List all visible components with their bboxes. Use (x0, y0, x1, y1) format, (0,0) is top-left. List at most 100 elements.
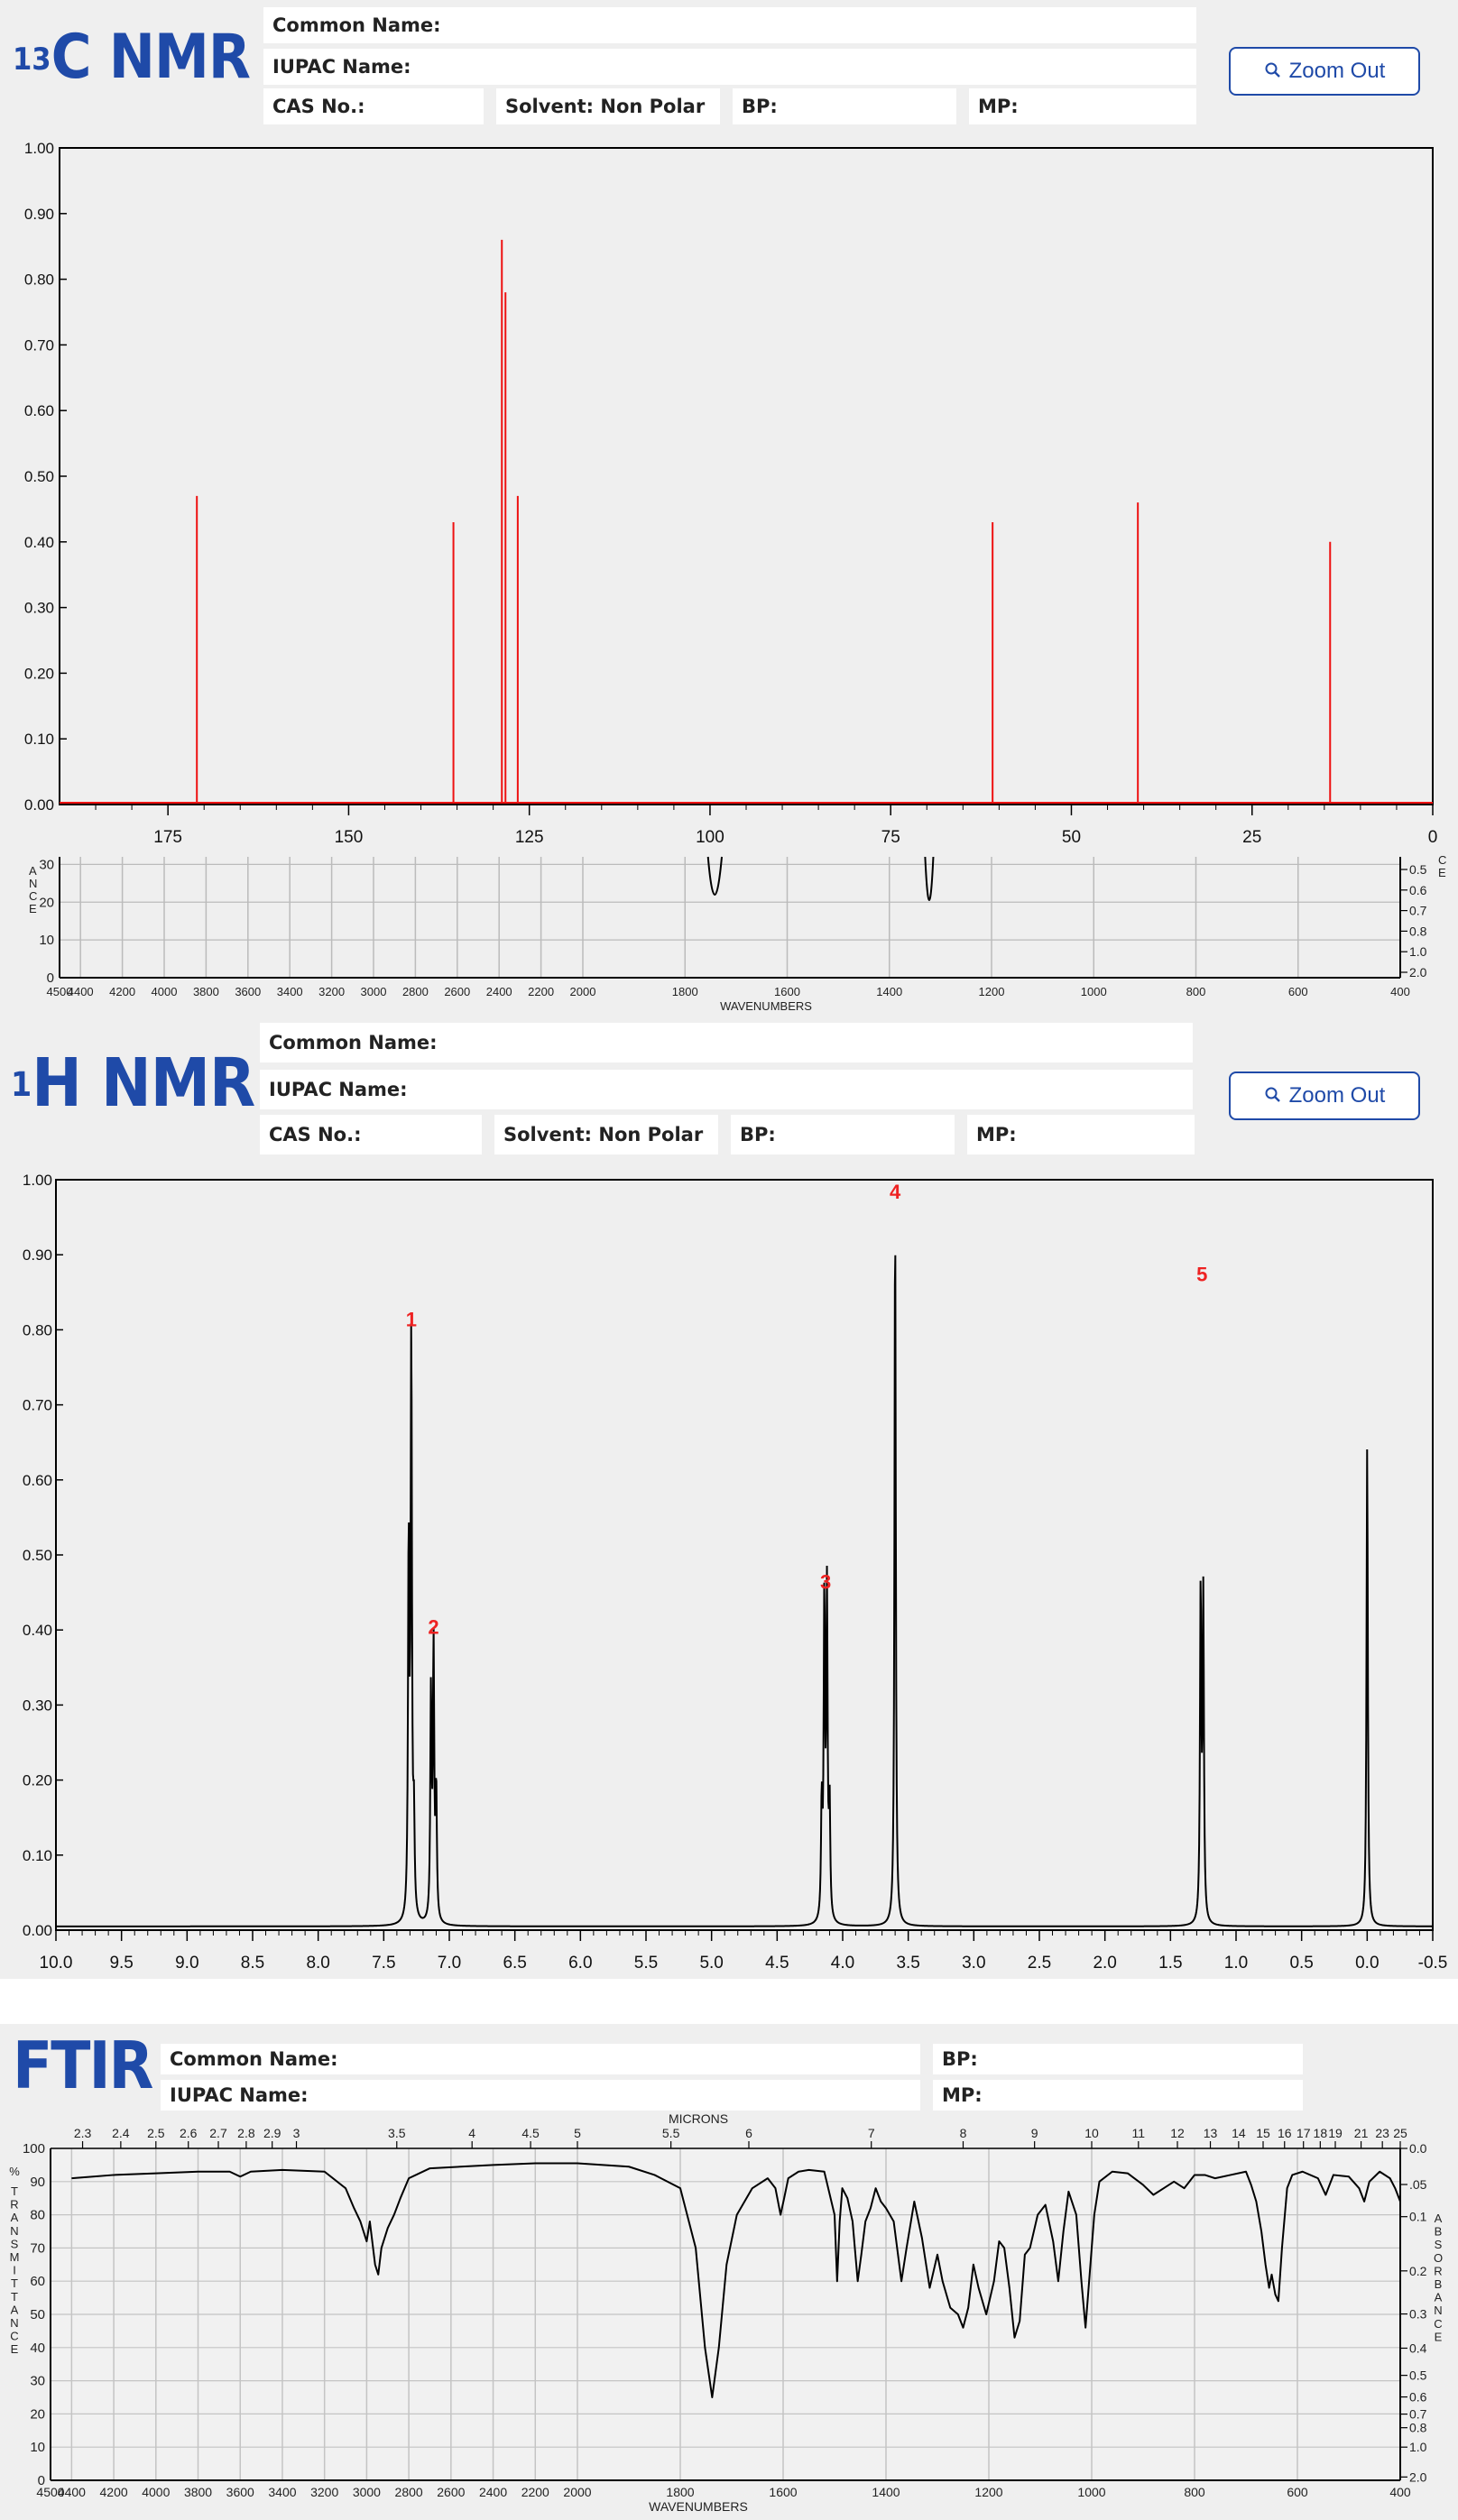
c13-y-tick-label: 0.50 (24, 468, 54, 485)
ftir-common-name-field[interactable]: Common Name: (161, 2044, 920, 2074)
c13-nmr-title: 13C NMR (13, 22, 251, 94)
h1-y-tick-label: 0.30 (23, 1697, 52, 1714)
ftir-iupac-name-field[interactable]: IUPAC Name: (161, 2080, 920, 2111)
ftir-micron-label: 2.8 (237, 2126, 255, 2140)
ftir-x-tick-label: 1000 (1077, 2485, 1105, 2499)
ftir-absorbance-label: 0.7 (1409, 2407, 1427, 2422)
h1-x-tick-label: 10.0 (40, 1954, 73, 1973)
h1-solvent-field[interactable]: Solvent: Non Polar (494, 1115, 718, 1154)
ftir-micron-label: 6 (745, 2126, 752, 2140)
ftir-micron-label: 4 (468, 2126, 475, 2140)
h1-x-tick-label: 0.0 (1355, 1954, 1379, 1973)
ftir-y-tick-label: 20 (30, 2406, 45, 2422)
ftir-absorbance-label: 1.0 (1409, 2440, 1427, 2454)
ir-strip-x-label: 3000 (361, 985, 387, 998)
h1-y-tick-label: 0.00 (23, 1922, 52, 1939)
h1-nmr-title: 1H NMR (11, 1044, 255, 1122)
ftir-microns-label: MICRONS (669, 2111, 728, 2126)
ftir-x-tick-label: 4500 (36, 2485, 64, 2499)
h1-x-tick-label: 3.0 (962, 1954, 985, 1973)
ftir-bp-field[interactable]: BP: (933, 2044, 1303, 2074)
ftir-x-tick-label: 3800 (184, 2485, 212, 2499)
ftir-micron-label: 2.7 (209, 2126, 227, 2140)
h1-iupac-name-field[interactable]: IUPAC Name: (260, 1070, 1193, 1109)
ir-strip-x-label: 1400 (876, 985, 902, 998)
ftir-y-tick-label: 10 (30, 2440, 45, 2455)
h1-zoom-out-button[interactable]: Zoom Out (1229, 1071, 1420, 1120)
h1-x-tick-label: 6.0 (568, 1954, 592, 1973)
h1-plot-area (55, 1179, 1434, 1931)
ftir-absorbance-label: 0.8 (1409, 2421, 1427, 2435)
ir-strip-right-label: 1.0 (1409, 944, 1427, 959)
c13-zoom-out-label: Zoom Out (1288, 59, 1386, 83)
ftir-x-tick-label: 400 (1389, 2485, 1411, 2499)
h1-x-tick-label: 8.0 (306, 1954, 329, 1973)
ir-strip-right-label: 0.6 (1409, 883, 1427, 897)
c13-x-tick-label: 0 (1428, 828, 1438, 847)
ftir-y-tick-label: 40 (30, 2341, 45, 2356)
ftir-x-tick-label: 3000 (353, 2485, 381, 2499)
ir-strip-area (60, 857, 1400, 978)
ftir-x-tick-label: 1800 (666, 2485, 694, 2499)
ftir-y-tick-label: 60 (30, 2274, 45, 2289)
h1-x-tick-label: 6.5 (503, 1954, 526, 1973)
ir-strip-y-label: 0 (47, 970, 54, 986)
ftir-y-tick-label: 30 (30, 2374, 45, 2389)
h1-x-tick-label: 3.5 (896, 1954, 919, 1973)
c13-mp-field[interactable]: MP: (969, 88, 1196, 124)
c13-y-tick-label: 1.00 (24, 140, 54, 157)
ftir-x-tick-label: 1600 (769, 2485, 797, 2499)
h1-x-tick-label: 1.5 (1158, 1954, 1182, 1973)
ftir-micron-label: 2.4 (112, 2126, 130, 2140)
h1-x-tick-label: 1.0 (1224, 1954, 1248, 1973)
ir-strip-x-label: 2200 (528, 985, 554, 998)
ftir-mp-field[interactable]: MP: (933, 2080, 1303, 2111)
c13-solvent-field[interactable]: Solvent: Non Polar (496, 88, 720, 124)
c13-common-name-field[interactable]: Common Name: (263, 7, 1196, 43)
c13-y-tick-label: 0.60 (24, 402, 54, 419)
c13-bp-field[interactable]: BP: (733, 88, 956, 124)
ir-strip-x-label: 3400 (277, 985, 303, 998)
ftir-x-tick-label: 4000 (142, 2485, 170, 2499)
ftir-y-tick-label: 70 (30, 2240, 45, 2256)
ir-strip-peak (924, 856, 935, 901)
ftir-x-tick-label: 3600 (226, 2485, 254, 2499)
c13-zoom-out-button[interactable]: Zoom Out (1229, 47, 1420, 96)
ir-strip-x-label: 1000 (1081, 985, 1107, 998)
h1-x-tick-label: -0.5 (1418, 1954, 1448, 1973)
ir-strip-right-label: 0.7 (1409, 904, 1427, 918)
h1-bp-field[interactable]: BP: (731, 1115, 955, 1154)
ftir-micron-label: 4.5 (521, 2126, 540, 2140)
c13-x-tick-label: 25 (1242, 828, 1261, 847)
h1-peak-label: 3 (820, 1571, 831, 1594)
ir-strip-x-label: 1200 (979, 985, 1005, 998)
ir-strip-x-label: 3600 (235, 985, 261, 998)
ftir-micron-label: 3 (293, 2126, 300, 2140)
ftir-absorbance-label: 0.6 (1409, 2390, 1427, 2405)
ftir-y-tick-label: 90 (30, 2175, 45, 2190)
h1-mp-field[interactable]: MP: (967, 1115, 1195, 1154)
c13-title-superscript: 13 (13, 41, 51, 78)
ftir-left-axis-label: % T R A N S M I T T A N C E (9, 2165, 20, 2356)
c13-nmr-chart: 0.000.100.200.300.400.500.600.700.800.90… (24, 140, 1446, 1013)
ir-strip-x-label: 600 (1288, 985, 1308, 998)
ftir-x-tick-label: 3400 (268, 2485, 296, 2499)
magnifier-icon (1265, 1087, 1280, 1102)
c13-iupac-name-field[interactable]: IUPAC Name: (263, 49, 1196, 85)
c13-x-tick-label: 125 (515, 828, 544, 847)
h1-y-tick-label: 0.70 (23, 1397, 52, 1414)
ftir-micron-label: 7 (868, 2126, 875, 2140)
ftir-micron-label: 11 (1132, 2126, 1146, 2140)
c13-cas-field[interactable]: CAS No.: (263, 88, 484, 124)
ir-strip-x-label: 2400 (486, 985, 512, 998)
h1-common-name-field[interactable]: Common Name: (260, 1023, 1193, 1062)
ftir-x-tick-label: 1200 (974, 2485, 1002, 2499)
h1-x-tick-label: 8.5 (241, 1954, 264, 1973)
ftir-x-tick-label: 2200 (521, 2485, 549, 2499)
c13-y-tick-label: 0.10 (24, 731, 54, 748)
h1-x-tick-label: 4.5 (765, 1954, 789, 1973)
h1-cas-field[interactable]: CAS No.: (260, 1115, 482, 1154)
ftir-x-tick-label: 800 (1184, 2485, 1205, 2499)
h1-y-tick-label: 0.40 (23, 1622, 52, 1639)
